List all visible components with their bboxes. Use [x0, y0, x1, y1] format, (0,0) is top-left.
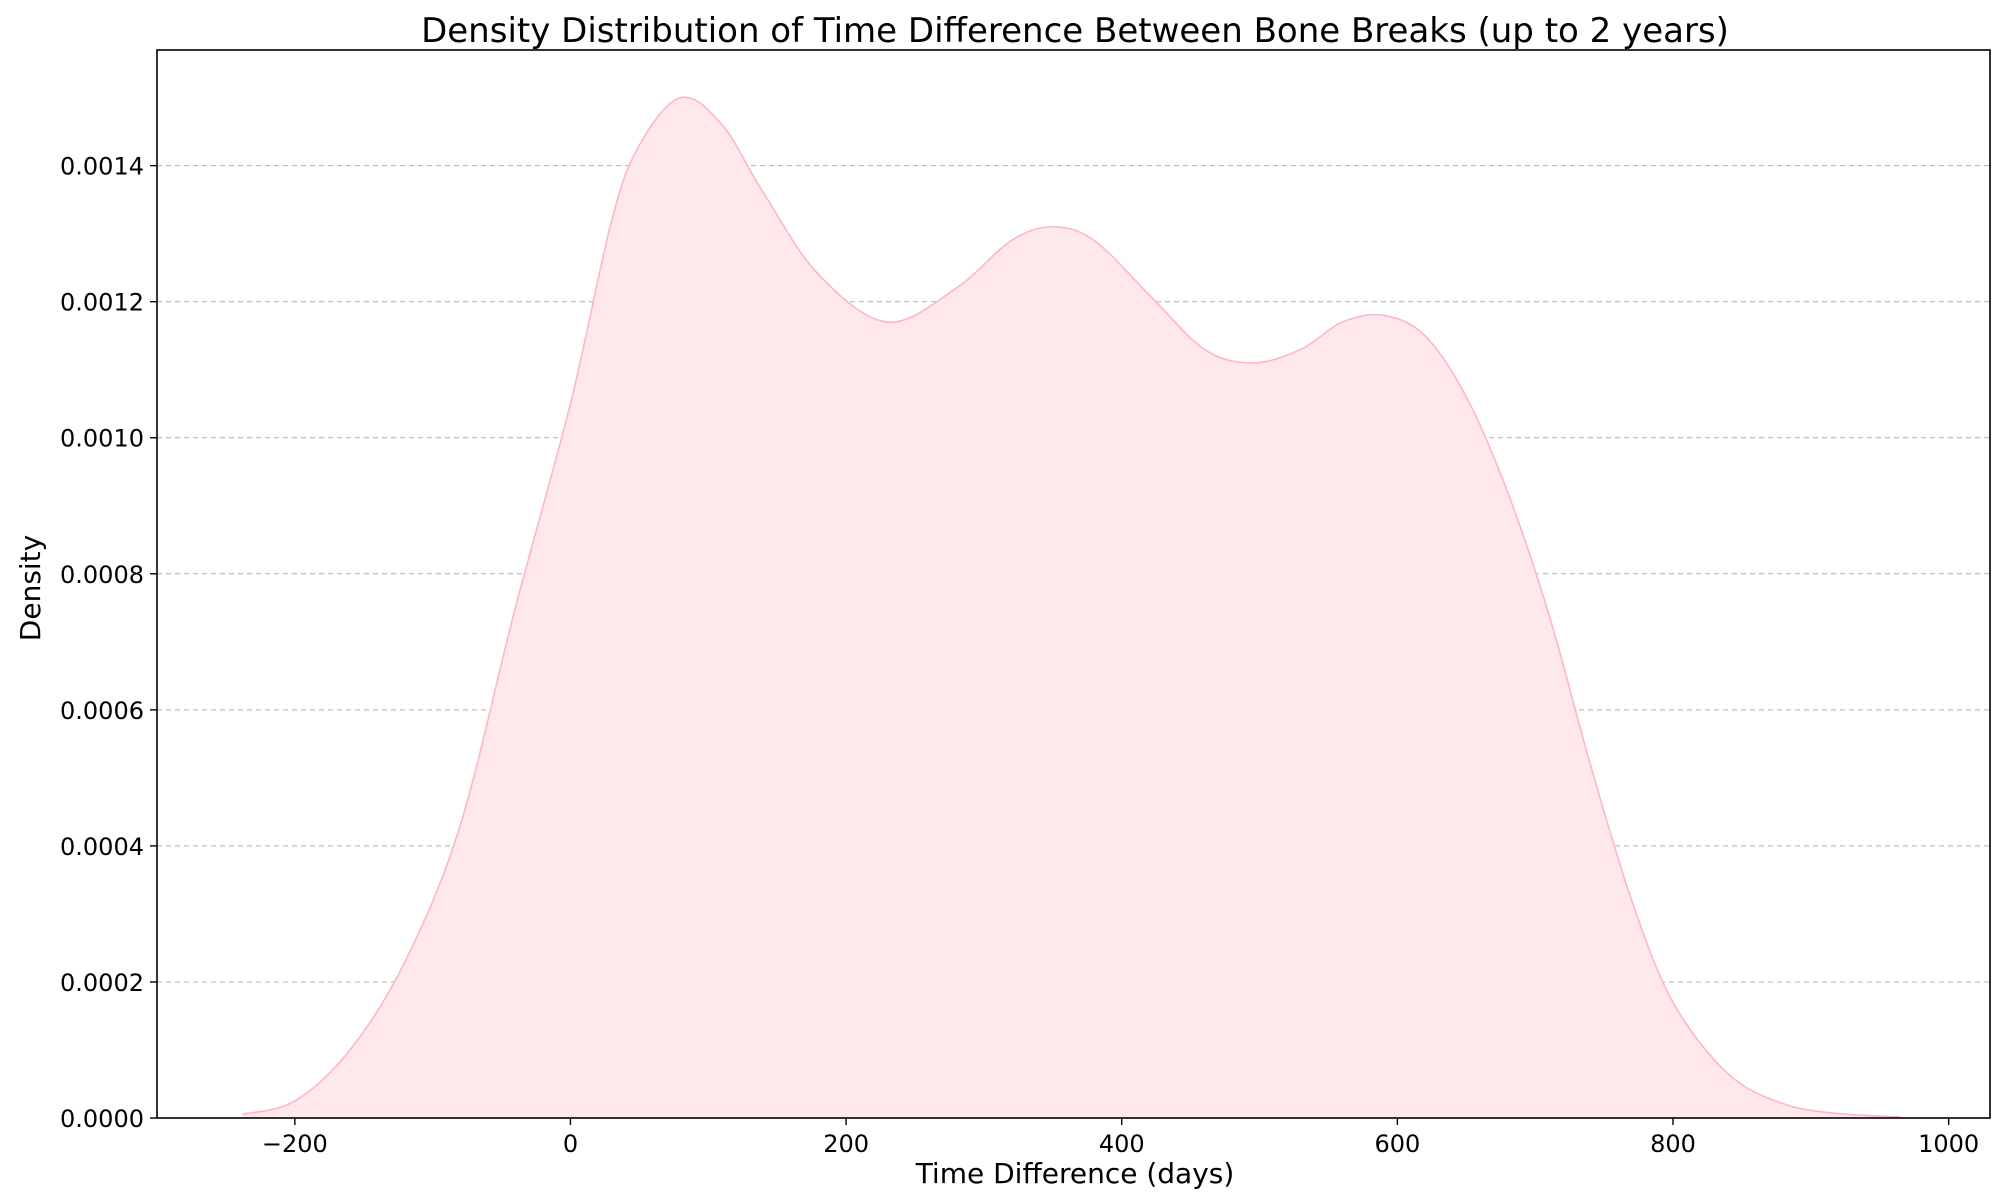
y-tick-label-4: 0.0008: [60, 561, 144, 589]
y-tick-label-3: 0.0006: [60, 697, 144, 725]
x-tick-label-1: 0: [563, 1130, 578, 1158]
y-axis-label: Density: [14, 535, 47, 641]
y-tick-label-6: 0.0012: [60, 289, 144, 317]
y-tick-label-1: 0.0002: [60, 969, 144, 997]
y-tick-label-2: 0.0004: [60, 833, 144, 861]
plot-frame: [156, 49, 1991, 1119]
y-tick-label-5: 0.0010: [60, 425, 144, 453]
x-axis-label: Time Difference (days): [915, 1157, 1235, 1190]
x-axis-ticks: −200 0 200 400 600 800 1000: [262, 1118, 1979, 1158]
chart-title: Density Distribution of Time Difference …: [421, 11, 1729, 51]
x-tick-label-3: 400: [1099, 1130, 1145, 1158]
y-tick-label-7: 0.0014: [60, 153, 144, 181]
x-tick-label-6: 1000: [1918, 1130, 1979, 1158]
density-line: [242, 96, 1901, 1118]
x-tick-label-2: 200: [823, 1130, 869, 1158]
x-tick-label-4: 600: [1374, 1130, 1420, 1158]
density-area: [242, 96, 1901, 1119]
y-tick-label-0: 0.0000: [60, 1105, 144, 1133]
y-axis-ticks: 0.0000 0.0002 0.0004 0.0006 0.0008 0.0010 0.00…: [60, 153, 157, 1133]
x-tick-label-0: −200: [262, 1130, 328, 1158]
density-fill: [242, 97, 1901, 1119]
x-tick-label-5: 800: [1650, 1130, 1696, 1158]
